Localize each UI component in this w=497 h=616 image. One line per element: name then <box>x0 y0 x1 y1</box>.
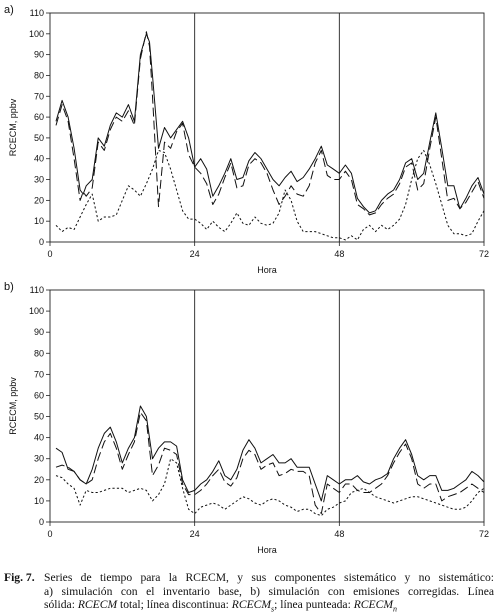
chart-panel-a: 0 10 20 30 40 50 60 70 80 90 100 110 0 24 48 72 Hora RCEC… <box>4 4 489 275</box>
caption-segment: RCECM <box>231 598 272 612</box>
y-tick-label: 40 <box>34 154 44 164</box>
series-line-dotted <box>55 149 485 241</box>
caption-segment: Series de tiempo para la RCECM, y sus co… <box>44 571 494 584</box>
series-line-solid <box>55 33 485 214</box>
caption-segment: ; línea punteada: <box>274 598 354 612</box>
panel-label: b) <box>4 281 14 293</box>
x-axis-label: Hora <box>257 265 277 275</box>
figure-number: Fig. 7. <box>4 571 35 584</box>
x-tick-label: 24 <box>190 529 200 539</box>
y-tick-label: 80 <box>34 348 44 358</box>
y-tick-label: 60 <box>34 112 44 122</box>
y-tick-label: 70 <box>34 369 44 379</box>
caption-text: Series de tiempo para la RCECM, y sus co… <box>44 571 494 616</box>
y-tick-label: 0 <box>39 517 44 527</box>
caption-segment: a) simulación con el inventario base, b)… <box>44 584 494 598</box>
y-tick-label: 30 <box>34 175 44 185</box>
y-tick-label: 100 <box>29 29 44 39</box>
figure-caption: Fig. 7. Series de tiempo para la RCECM, … <box>4 571 494 616</box>
y-axis-label: RCECM, ppbv <box>8 377 18 435</box>
chart-panel-b: 0 10 20 30 40 50 60 70 80 90 100 110 0 24 48 72 Hora RCEC… <box>4 281 489 555</box>
y-tick-label: 70 <box>34 91 44 101</box>
y-tick-label: 50 <box>34 133 44 143</box>
y-tick-label: 40 <box>34 433 44 443</box>
caption-segment: total; línea discontinua: <box>117 598 232 612</box>
caption-segment: RCECM <box>77 598 118 612</box>
y-tick-label: 50 <box>34 412 44 422</box>
caption-line: a) simulación con el inventario base, b)… <box>44 585 494 599</box>
x-tick-label: 72 <box>479 249 489 259</box>
y-tick-label: 90 <box>34 50 44 60</box>
series-line-dashed <box>55 31 485 216</box>
y-tick-label: 10 <box>34 216 44 226</box>
x-tick-label: 48 <box>334 249 344 259</box>
plot-frame <box>49 289 485 523</box>
x-tick-label: 0 <box>47 249 52 259</box>
series-line-dashed <box>55 411 485 515</box>
series-line-dotted <box>55 458 485 517</box>
x-tick-label: 24 <box>190 249 200 259</box>
caption-line: sólida: RCECM total; línea discontinua: … <box>44 598 494 616</box>
x-tick-label: 0 <box>47 529 52 539</box>
caption-line: Series de tiempo para la RCECM, y sus co… <box>44 571 494 585</box>
y-tick-label: 90 <box>34 327 44 337</box>
caption-subscript: s <box>271 604 275 614</box>
y-tick-label: 80 <box>34 70 44 80</box>
y-tick-label: 110 <box>30 285 44 295</box>
y-tick-label: 10 <box>34 496 44 506</box>
x-axis-label: Hora <box>257 545 277 555</box>
y-tick-label: 0 <box>39 237 44 247</box>
plot-frame <box>49 12 485 243</box>
x-tick-label: 72 <box>479 529 489 539</box>
y-tick-label: 20 <box>34 195 44 205</box>
x-tick-label: 48 <box>334 529 344 539</box>
y-tick-label: 60 <box>34 390 44 400</box>
caption-segment: RCECM <box>353 598 393 612</box>
caption-subscript: n <box>392 604 397 614</box>
series-line-solid <box>55 405 485 502</box>
y-tick-label: 110 <box>30 8 44 18</box>
y-tick-label: 20 <box>34 475 44 485</box>
y-tick-label: 30 <box>34 454 44 464</box>
y-axis-label: RCECM, ppbv <box>8 98 18 156</box>
caption-segment: sólida: <box>44 598 78 612</box>
panel-label: a) <box>4 4 14 16</box>
y-tick-label: 100 <box>29 306 44 316</box>
